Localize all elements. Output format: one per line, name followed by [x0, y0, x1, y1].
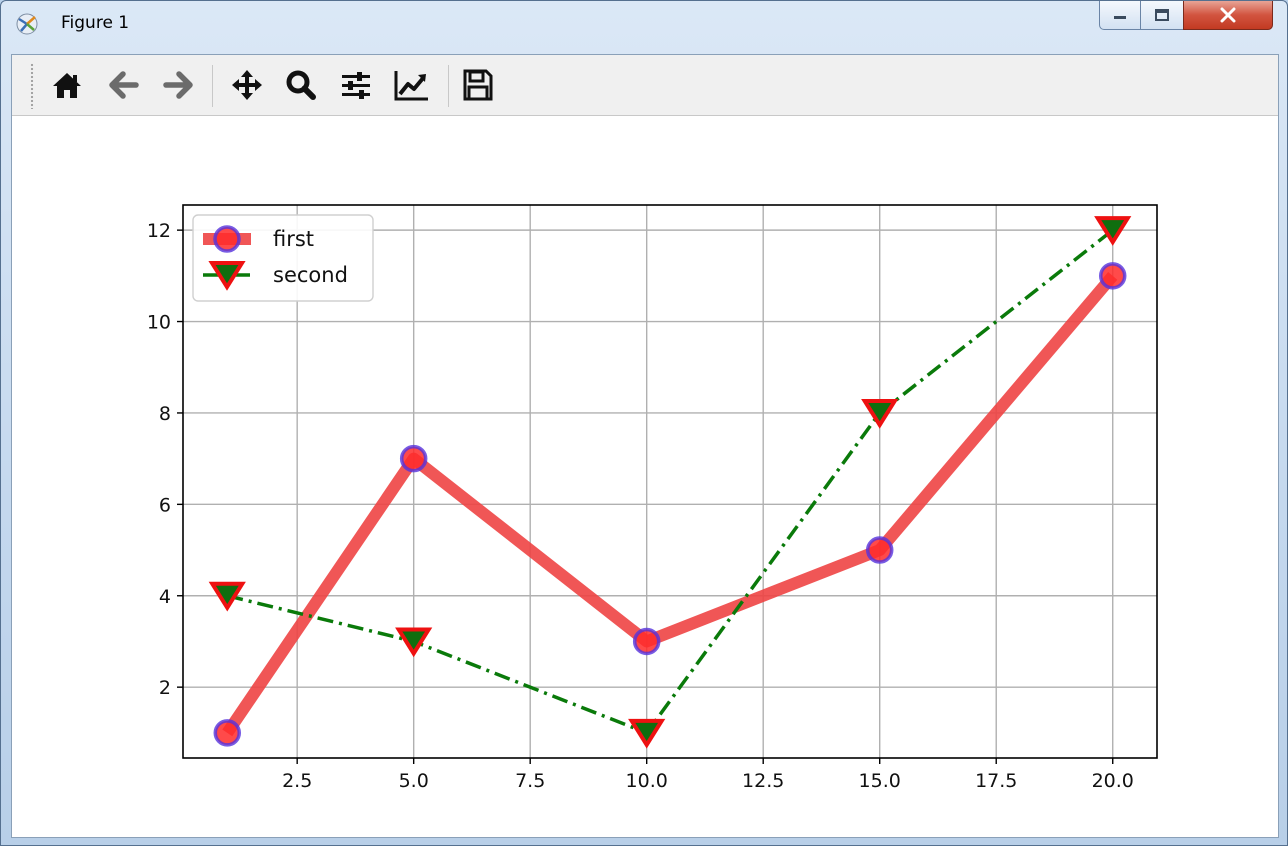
toolbar-separator	[212, 65, 213, 107]
series-second-point	[861, 398, 899, 429]
series-first-point	[632, 627, 661, 656]
x-tick-label: 15.0	[859, 770, 901, 792]
home-button[interactable]	[49, 67, 85, 103]
y-tick-label: 4	[159, 586, 171, 608]
series-second-point	[208, 581, 246, 612]
x-tick-label: 2.5	[282, 770, 312, 792]
edit-axis-button[interactable]	[394, 67, 430, 103]
y-tick-label: 6	[159, 494, 171, 516]
app-icon	[16, 13, 38, 35]
x-tick-label: 17.5	[975, 770, 1017, 792]
pan-button[interactable]	[229, 67, 265, 103]
arrow-right-icon	[163, 71, 193, 99]
forward-button[interactable]	[160, 67, 196, 103]
window-title: Figure 1	[61, 13, 130, 33]
title-bar[interactable]: Figure 1	[1, 1, 1287, 53]
legend-first-marker	[213, 225, 241, 253]
legend-second-marker	[208, 261, 246, 291]
sliders-icon	[342, 72, 370, 99]
line-chart-icon	[394, 71, 428, 101]
legend-first-label: first	[273, 227, 314, 251]
y-tick-label: 2	[159, 677, 171, 699]
series-second-point	[395, 627, 433, 658]
plot-canvas[interactable]: 2.5 5.0 7.5 10.0 12.5 15.0 17.5 20.0 2 4 6 8 10 12 fir…	[12, 116, 1278, 836]
series-first-point	[865, 536, 894, 564]
zoom-button[interactable]	[283, 67, 319, 103]
legend-second-label: second	[273, 263, 348, 287]
save-button[interactable]	[460, 67, 496, 103]
toolbar-grip[interactable]	[30, 63, 34, 109]
floppy-disk-icon	[463, 69, 493, 101]
y-tick-label: 8	[159, 403, 171, 425]
y-tick-label: 10	[147, 312, 171, 334]
figure-canvas-area: 2.5 5.0 7.5 10.0 12.5 15.0 17.5 20.0 2 4 6 8 10 12 fir…	[11, 54, 1279, 838]
configure-subplots-button[interactable]	[338, 67, 374, 103]
navigation-toolbar	[12, 55, 1278, 116]
magnifier-icon	[286, 70, 316, 100]
minimize-icon	[1114, 16, 1126, 19]
series-second-point	[1094, 216, 1132, 246]
x-tick-label: 20.0	[1092, 770, 1134, 792]
move-icon	[232, 70, 262, 100]
series-first-point	[1098, 262, 1127, 290]
y-tick-label: 12	[147, 220, 171, 242]
axes-frame	[182, 204, 1158, 759]
home-icon	[53, 73, 81, 98]
close-icon	[1220, 7, 1236, 23]
close-button[interactable]	[1183, 1, 1273, 30]
x-tick-label: 12.5	[742, 770, 784, 792]
maximize-button[interactable]	[1140, 1, 1184, 30]
series-first-point	[399, 444, 428, 473]
minimize-button[interactable]	[1099, 1, 1141, 30]
toolbar-separator	[448, 65, 449, 107]
x-tick-label: 7.5	[515, 770, 545, 792]
maximize-icon	[1155, 9, 1169, 21]
x-tick-label: 5.0	[399, 770, 429, 792]
arrow-left-icon	[109, 71, 139, 99]
series-second-point	[628, 718, 666, 749]
x-tick-label: 10.0	[626, 770, 668, 792]
back-button[interactable]	[106, 67, 142, 103]
series-first-point	[213, 719, 242, 747]
